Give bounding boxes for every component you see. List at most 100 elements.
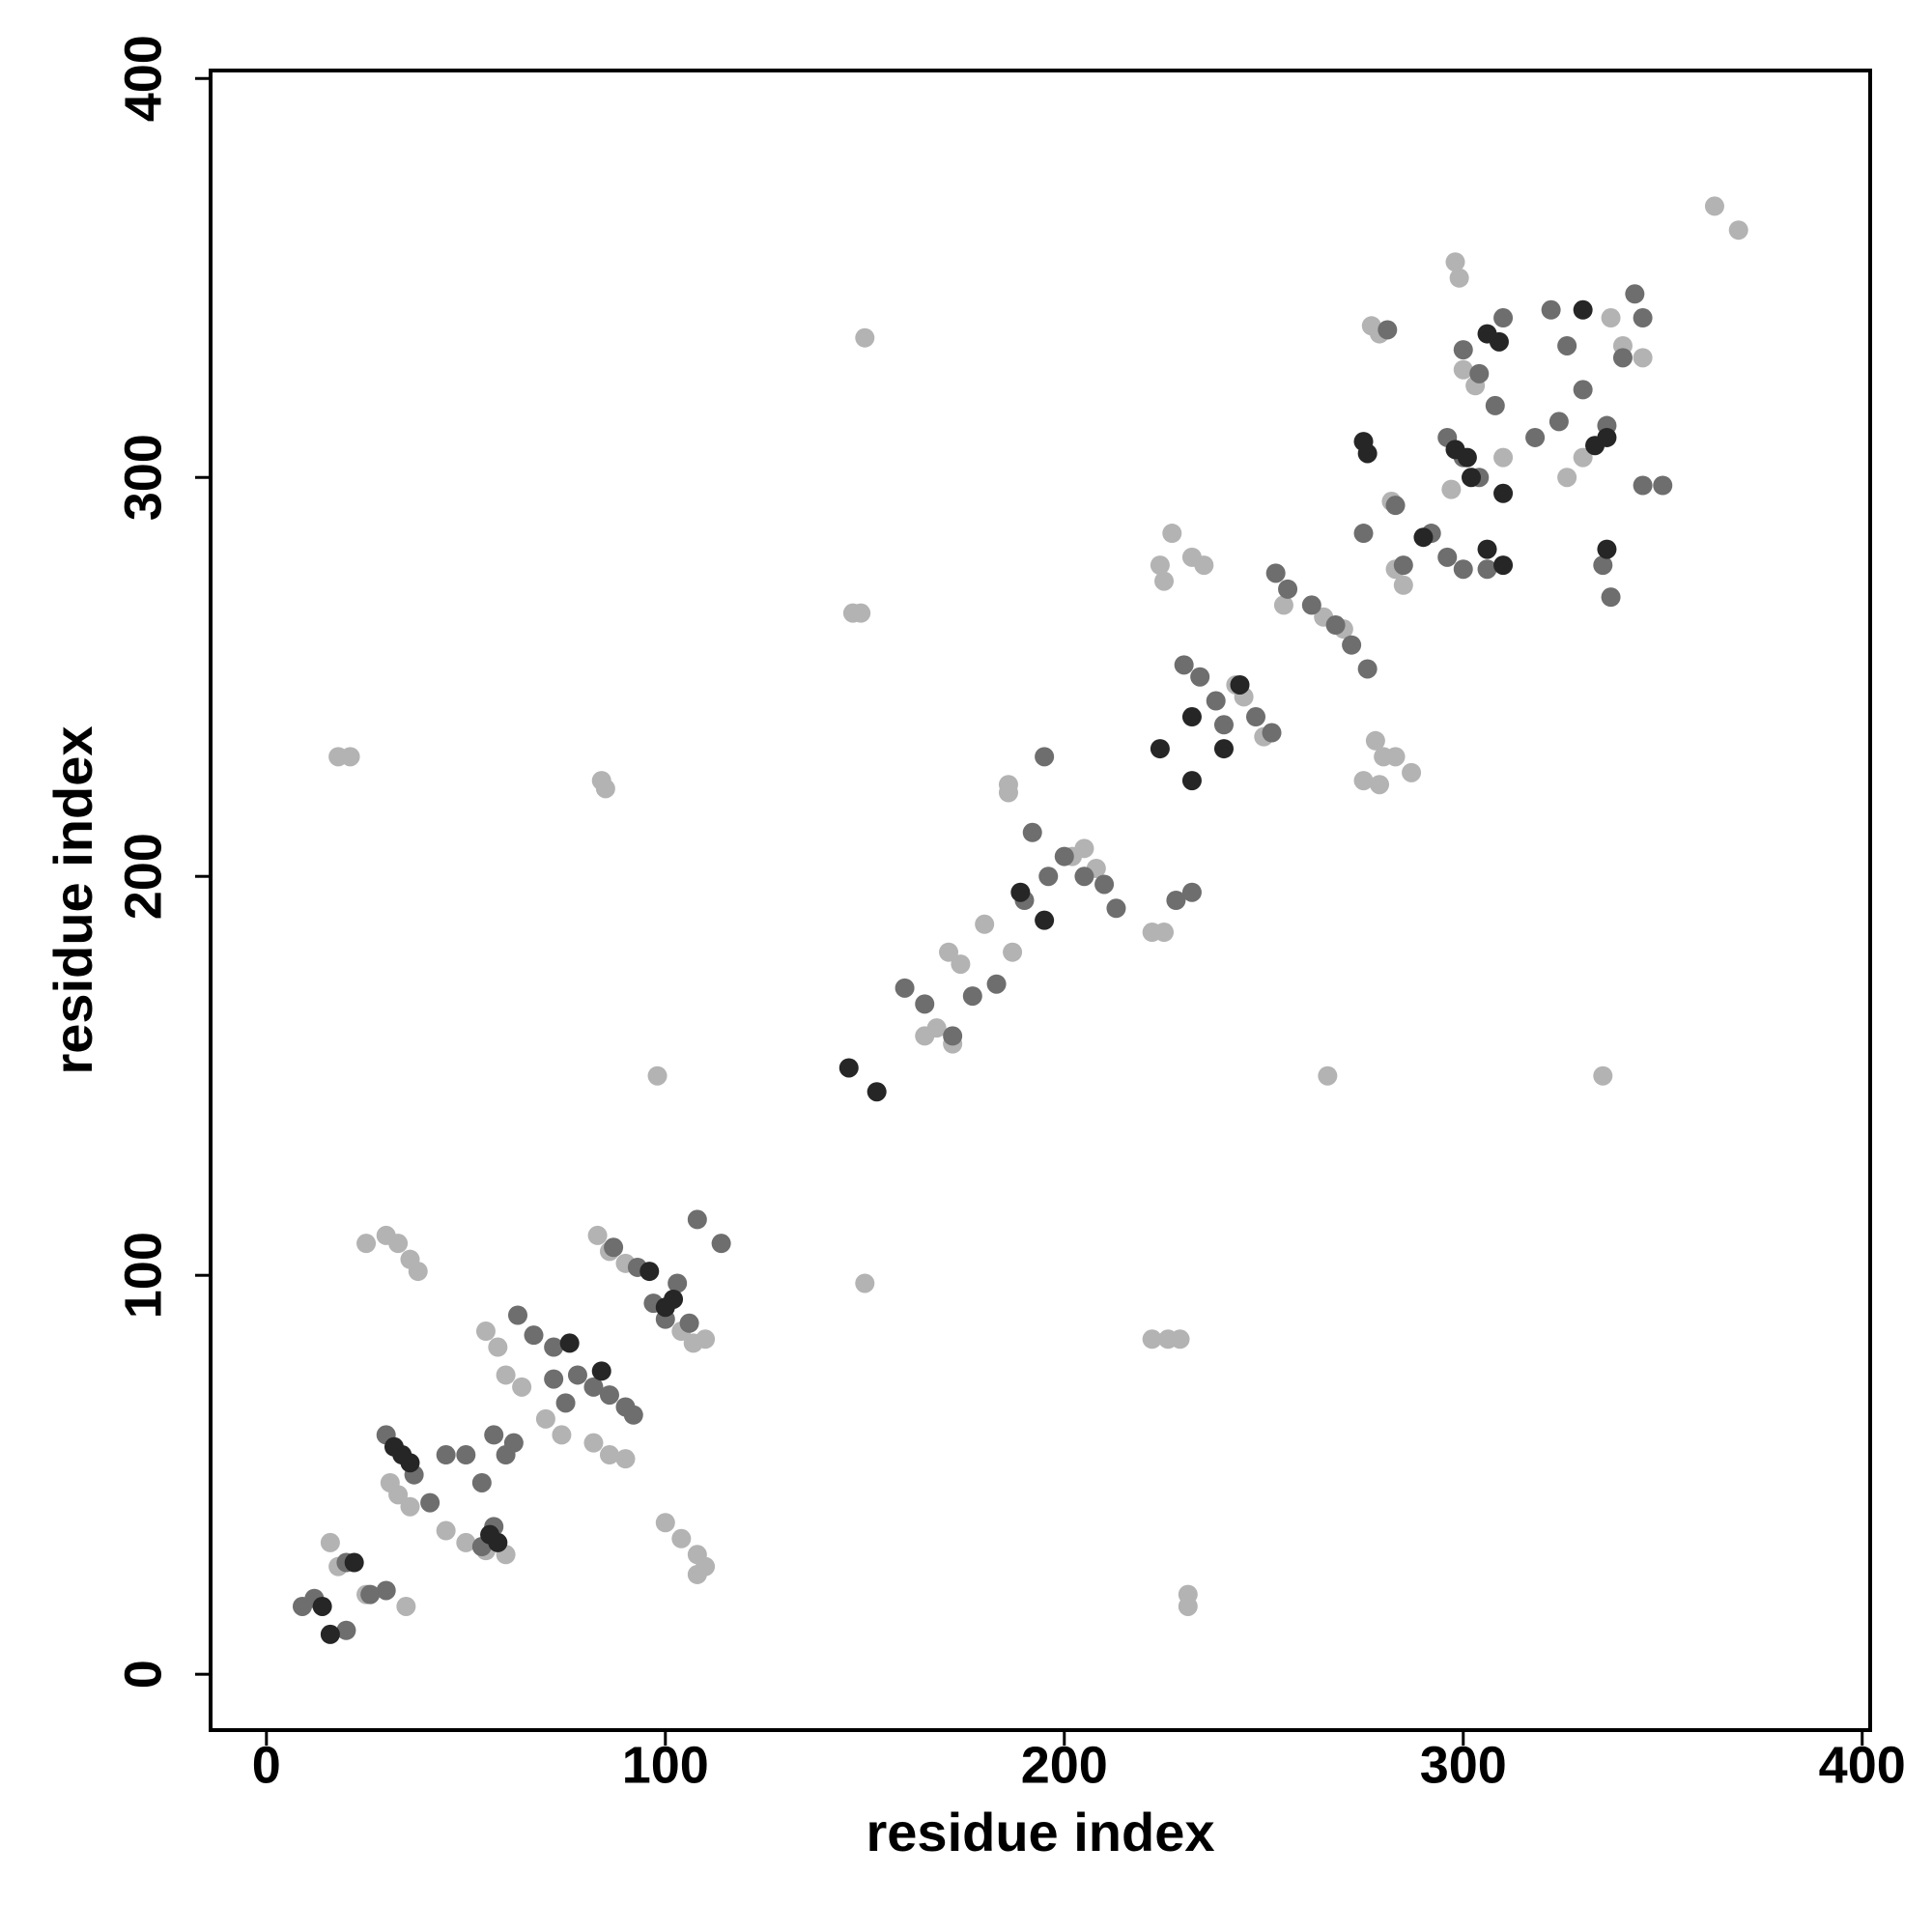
y-tick-label: 300 (114, 434, 172, 521)
point (975, 914, 995, 934)
point (939, 942, 959, 962)
point (1493, 447, 1514, 468)
point (687, 1564, 707, 1584)
point (1230, 674, 1250, 695)
point (915, 994, 935, 1014)
point (1353, 771, 1374, 791)
point (1265, 563, 1286, 583)
point (1246, 707, 1266, 727)
point (595, 779, 615, 799)
point (1154, 923, 1175, 943)
point (1190, 667, 1210, 687)
point (855, 327, 875, 348)
point (1273, 595, 1293, 615)
point (1493, 308, 1514, 328)
x-tick-label: 100 (622, 1736, 709, 1794)
point (851, 603, 871, 623)
point (1378, 320, 1398, 340)
point (838, 1058, 859, 1078)
point (1038, 867, 1059, 887)
point (1194, 555, 1214, 576)
point (336, 1620, 356, 1640)
point (1548, 412, 1569, 432)
point (1593, 555, 1613, 576)
point (396, 1596, 416, 1616)
point (1370, 775, 1390, 795)
point (962, 986, 982, 1007)
point (1601, 308, 1621, 328)
point (1054, 846, 1074, 867)
point (679, 1313, 699, 1333)
point (1728, 220, 1748, 241)
point (895, 978, 915, 998)
x-tick-label: 200 (1021, 1736, 1108, 1794)
point (1573, 447, 1593, 468)
point (1213, 739, 1234, 759)
point (687, 1209, 707, 1230)
point (559, 1333, 580, 1353)
point (1325, 615, 1346, 636)
point (655, 1513, 675, 1533)
point (456, 1532, 476, 1552)
point (544, 1369, 564, 1389)
point (696, 1329, 716, 1350)
point (647, 1065, 668, 1086)
point (1625, 284, 1645, 304)
point (1142, 1329, 1162, 1350)
point (1003, 942, 1023, 962)
point (1022, 822, 1042, 842)
point (1278, 579, 1298, 599)
point (1010, 882, 1031, 902)
point (1462, 468, 1482, 488)
point (1357, 443, 1378, 464)
point (583, 1377, 604, 1397)
point (312, 1596, 332, 1616)
point (1150, 555, 1170, 576)
point (1385, 496, 1406, 516)
point (1557, 335, 1577, 355)
point (1633, 475, 1653, 496)
point (1601, 587, 1621, 608)
point (555, 1393, 576, 1413)
point (1206, 691, 1226, 711)
point (420, 1492, 440, 1513)
point (1477, 559, 1497, 580)
point (1357, 659, 1378, 679)
point (867, 1082, 887, 1102)
point (1106, 898, 1126, 919)
point (552, 1425, 572, 1445)
y-tick-label: 0 (114, 1660, 172, 1689)
y-tick-label: 400 (114, 35, 172, 122)
y-tick-label: 200 (114, 833, 172, 920)
y-tick-label: 100 (114, 1232, 172, 1319)
point (1074, 838, 1094, 859)
point (599, 1445, 619, 1465)
x-tick-label: 0 (252, 1736, 281, 1794)
point (1393, 575, 1413, 595)
point (320, 1532, 340, 1552)
point (376, 1580, 396, 1601)
point (1393, 555, 1413, 576)
point (544, 1337, 564, 1357)
point (615, 1449, 636, 1469)
point (507, 1305, 527, 1325)
point (1441, 479, 1462, 499)
point (1213, 715, 1234, 735)
point (1365, 730, 1385, 751)
point (855, 1273, 875, 1293)
point (1262, 723, 1282, 743)
point (1353, 524, 1374, 544)
point (1573, 299, 1593, 320)
point (356, 1234, 377, 1254)
point (471, 1472, 492, 1492)
point (456, 1445, 476, 1465)
point (400, 1453, 420, 1473)
y-axis-title: residue index (43, 725, 103, 1074)
point (668, 1273, 688, 1293)
point (915, 1026, 935, 1046)
point (1477, 539, 1497, 559)
point (604, 1237, 624, 1258)
point (1525, 427, 1546, 447)
